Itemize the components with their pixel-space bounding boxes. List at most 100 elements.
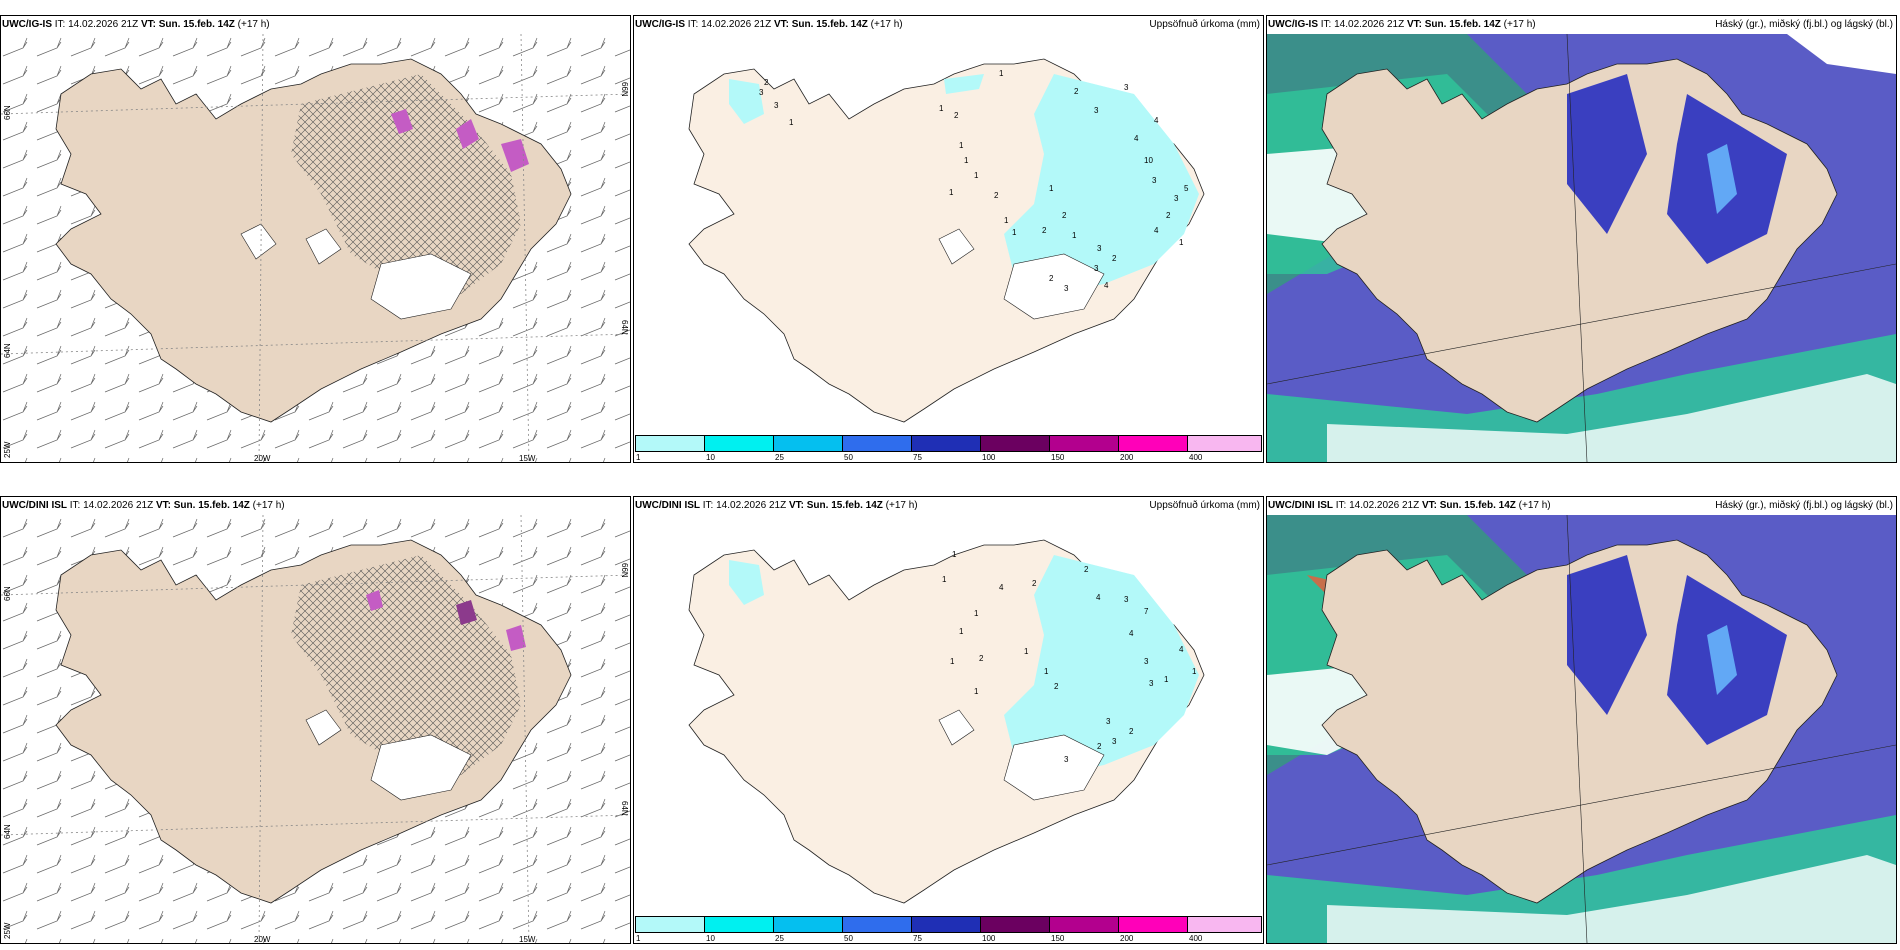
- precip-number: 1: [959, 627, 964, 636]
- precip-number: 1: [1192, 667, 1197, 676]
- precip-number: 1: [1044, 667, 1049, 676]
- cbar-swatch: [1049, 435, 1119, 452]
- cbar-swatch: [1049, 916, 1119, 933]
- precip-number: 1: [999, 69, 1004, 78]
- cloud-map: [1267, 515, 1896, 943]
- lat-label-right: 64N: [620, 801, 629, 816]
- lon-label: 20W: [254, 454, 271, 463]
- lon-label-corner: 25W: [3, 922, 12, 939]
- precip-number: 7: [1144, 607, 1149, 616]
- precip-number: 3: [1112, 737, 1117, 746]
- cbar-tick: 200: [1120, 453, 1134, 462]
- cbar-tick: 100: [982, 453, 996, 462]
- precip-number: 1: [1072, 231, 1077, 240]
- cbar-swatch: [911, 916, 981, 933]
- panel-header: UWC/DINI ISL IT: 14.02.2026 21Z VT: Sun.…: [635, 500, 918, 511]
- precip-number: 3: [1097, 244, 1102, 253]
- precip-number: 2: [1042, 226, 1047, 235]
- cbar-swatch: [635, 916, 705, 933]
- cbar-tick: 400: [1189, 934, 1203, 943]
- cbar-swatch: [704, 435, 774, 452]
- precip-number: 4: [1154, 226, 1159, 235]
- precip-number: 1: [950, 657, 955, 666]
- lat-label-right: 66N: [620, 82, 629, 97]
- cbar-tick: 50: [844, 934, 853, 943]
- precip-number: 4: [1104, 281, 1109, 290]
- precip-number: 3: [1152, 176, 1157, 185]
- cbar-swatch: [704, 916, 774, 933]
- precip-number: 2: [1097, 742, 1102, 751]
- cbar-tick: 1: [636, 934, 641, 943]
- precip-number: 3: [1064, 755, 1069, 764]
- precip-number: 2: [1112, 254, 1117, 263]
- lat-label: 64N: [3, 343, 12, 358]
- precip-number: 3: [1094, 106, 1099, 115]
- cbar-swatch: [773, 435, 843, 452]
- lat-label-right: 64N: [620, 320, 629, 335]
- lat-label: 66N: [3, 105, 12, 120]
- precip-number: 3: [1144, 657, 1149, 666]
- precip-number: 1: [939, 104, 944, 113]
- cbar-tick: 25: [775, 934, 784, 943]
- cbar-swatch: [1187, 435, 1262, 452]
- lon-label: 15W: [519, 935, 536, 944]
- cbar-tick: 10: [706, 934, 715, 943]
- precip-number: 3: [1124, 595, 1129, 604]
- precip-number: 10: [1144, 156, 1153, 165]
- precip-number: 2: [1166, 211, 1171, 220]
- precip-number: 2: [1054, 682, 1059, 691]
- cbar-swatch: [842, 916, 912, 933]
- precip-number: 4: [1096, 593, 1101, 602]
- precip-number: 2: [979, 654, 984, 663]
- precip-panel-igis: UWC/IG-IS IT: 14.02.2026 21Z VT: Sun. 15…: [633, 15, 1264, 463]
- precip-number: 2: [1074, 87, 1079, 96]
- precip-number: 2: [1032, 579, 1037, 588]
- cbar-tick: 75: [913, 453, 922, 462]
- precip-number: 2: [994, 191, 999, 200]
- precip-number: 2: [764, 78, 769, 87]
- precip-number: 3: [759, 88, 764, 97]
- cbar-tick: 200: [1120, 934, 1134, 943]
- cloud-map: [1267, 34, 1896, 462]
- precip-number: 3: [1094, 264, 1099, 273]
- panel-header: UWC/IG-IS IT: 14.02.2026 21Z VT: Sun. 15…: [635, 19, 903, 30]
- precip-number: 1: [1012, 228, 1017, 237]
- precip-title: Uppsöfnuð úrkoma (mm): [1149, 500, 1260, 511]
- precip-number: 4: [999, 583, 1004, 592]
- precip-number: 3: [1106, 717, 1111, 726]
- cbar-tick: 50: [844, 453, 853, 462]
- precip-number: 4: [1179, 645, 1184, 654]
- cloud-title: Háský (gr.), miðský (fj.bl.) og lágský (…: [1715, 500, 1893, 511]
- precip-number: 4: [1129, 629, 1134, 638]
- lon-label: 20W: [254, 935, 271, 944]
- precip-number: 1: [974, 687, 979, 696]
- wind-map: [1, 34, 630, 462]
- precip-number: 3: [1149, 679, 1154, 688]
- lat-label: 64N: [3, 824, 12, 839]
- panel-header: UWC/DINI ISL IT: 14.02.2026 21Z VT: Sun.…: [1268, 500, 1551, 511]
- cloud-panel-igis: UWC/IG-IS IT: 14.02.2026 21Z VT: Sun. 15…: [1266, 15, 1897, 463]
- precip-map: [634, 515, 1263, 915]
- precip-number: 3: [1124, 83, 1129, 92]
- panel-header: UWC/IG-IS IT: 14.02.2026 21Z VT: Sun. 15…: [1268, 19, 1536, 30]
- wind-map: [1, 515, 630, 943]
- cloud-title: Háský (gr.), miðský (fj.bl.) og lágský (…: [1715, 19, 1893, 30]
- cbar-tick: 100: [982, 934, 996, 943]
- precip-number: 2: [1129, 727, 1134, 736]
- precip-number: 1: [1024, 647, 1029, 656]
- cbar-tick: 150: [1051, 453, 1065, 462]
- cbar-swatch: [1187, 916, 1262, 933]
- precip-number: 4: [1154, 116, 1159, 125]
- lat-label-right: 66N: [620, 563, 629, 578]
- cbar-swatch: [980, 916, 1050, 933]
- precip-number: 1: [952, 550, 957, 559]
- lon-label: 15W: [519, 454, 536, 463]
- precip-number: 4: [1134, 134, 1139, 143]
- cbar-swatch: [842, 435, 912, 452]
- precip-number: 1: [789, 118, 794, 127]
- precip-number: 2: [954, 111, 959, 120]
- cbar-tick: 25: [775, 453, 784, 462]
- cbar-tick: 75: [913, 934, 922, 943]
- cloud-panel-dini: UWC/DINI ISL IT: 14.02.2026 21Z VT: Sun.…: [1266, 496, 1897, 944]
- cbar-swatch: [911, 435, 981, 452]
